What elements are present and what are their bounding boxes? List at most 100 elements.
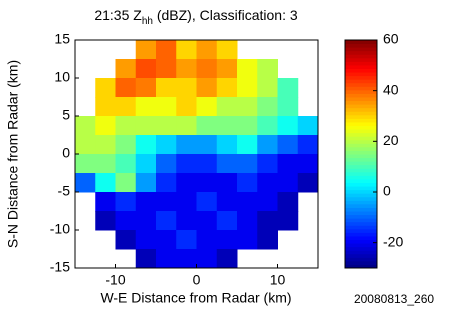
cell	[156, 97, 177, 117]
cell	[75, 116, 96, 136]
colorbar-segment	[345, 175, 377, 179]
x-tick-label: 0	[193, 272, 201, 288]
colorbar-segment	[345, 58, 377, 62]
cell	[136, 249, 157, 269]
cell	[257, 173, 278, 193]
x-axis-label: W-E Distance from Radar (km)	[100, 290, 291, 306]
cell	[217, 211, 238, 231]
colorbar-segment	[345, 232, 377, 236]
colorbar-segment	[345, 61, 377, 65]
colorbar-segment	[345, 129, 377, 133]
cell	[156, 249, 177, 269]
cell	[237, 211, 258, 231]
cell	[136, 192, 157, 212]
colorbar-segment	[345, 90, 377, 94]
cell	[237, 154, 258, 174]
colorbar-segment	[345, 72, 377, 76]
colorbar-segment	[345, 158, 377, 162]
cell	[176, 249, 197, 269]
colorbar-segment	[345, 140, 377, 144]
cell	[176, 154, 197, 174]
cell	[217, 116, 238, 136]
colorbar-segment	[345, 44, 377, 48]
cell	[176, 78, 197, 98]
cell	[95, 97, 116, 117]
cell	[156, 211, 177, 231]
colorbar-segment	[345, 133, 377, 137]
colorbar-segment	[345, 207, 377, 211]
colorbar-segment	[345, 172, 377, 176]
cell	[75, 135, 96, 155]
colorbar-segment	[345, 161, 377, 165]
cell	[257, 135, 278, 155]
colorbar-segment	[345, 93, 377, 97]
cell	[116, 173, 137, 193]
colorbar-segment	[345, 204, 377, 208]
cell	[237, 230, 258, 250]
y-tick-label: 15	[54, 31, 70, 47]
colorbar-segment	[345, 154, 377, 158]
cell	[298, 116, 319, 136]
colorbar-segment	[345, 86, 377, 90]
cell	[217, 192, 238, 212]
colorbar-segment	[345, 83, 377, 87]
colorbar-segment	[345, 47, 377, 51]
cell	[278, 135, 299, 155]
cell	[116, 78, 137, 98]
colorbar-tick-label: 20	[383, 132, 399, 148]
cell	[136, 78, 157, 98]
cell	[156, 116, 177, 136]
colorbar-segment	[345, 200, 377, 204]
cell	[257, 97, 278, 117]
cell	[75, 154, 96, 174]
cell	[176, 97, 197, 117]
cell	[197, 135, 218, 155]
cell	[176, 192, 197, 212]
colorbar-segment	[345, 101, 377, 105]
cell	[136, 116, 157, 136]
colorbar-segment	[345, 118, 377, 122]
cell	[116, 211, 137, 231]
cell	[116, 59, 137, 79]
cell	[237, 135, 258, 155]
colorbar-segment	[345, 218, 377, 222]
colorbar-tick-label: 40	[383, 81, 399, 97]
cell	[136, 211, 157, 231]
cell	[217, 135, 238, 155]
cell	[237, 97, 258, 117]
cell	[257, 78, 278, 98]
cell	[217, 173, 238, 193]
cell	[257, 59, 278, 79]
x-tick-label: 10	[270, 272, 286, 288]
cell	[136, 40, 157, 60]
cell	[278, 78, 299, 98]
cell	[156, 78, 177, 98]
colorbar-segment	[345, 243, 377, 247]
cell	[278, 97, 299, 117]
cell	[136, 97, 157, 117]
cell	[156, 59, 177, 79]
cell	[156, 173, 177, 193]
colorbar-tick-label: 60	[383, 31, 399, 47]
colorbar-segment	[345, 126, 377, 130]
cell	[257, 192, 278, 212]
y-tick-label: 10	[54, 69, 70, 85]
cell	[176, 59, 197, 79]
cell	[116, 97, 137, 117]
title-subscript: hh	[142, 16, 153, 27]
y-tick-label: 0	[62, 145, 70, 161]
cell	[278, 116, 299, 136]
cell	[156, 135, 177, 155]
colorbar-segment	[345, 51, 377, 55]
cell	[95, 211, 116, 231]
cell	[298, 154, 319, 174]
colorbar-segment	[345, 165, 377, 169]
cell	[197, 78, 218, 98]
cell	[257, 230, 278, 250]
cell	[197, 59, 218, 79]
colorbar-segment	[345, 250, 377, 254]
colorbar-segment	[345, 76, 377, 80]
cell	[75, 173, 96, 193]
cell	[217, 249, 238, 269]
colorbar-segment	[345, 257, 377, 261]
